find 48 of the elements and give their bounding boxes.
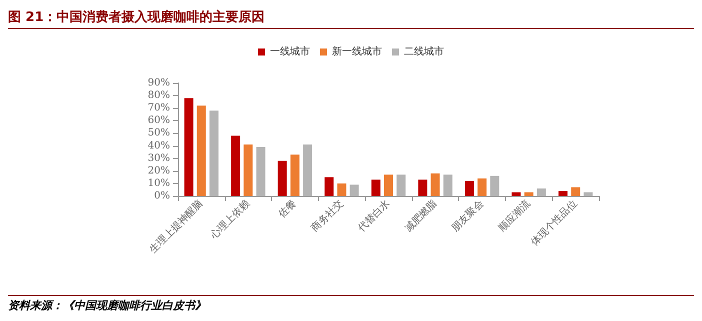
bar [337,183,346,196]
x-tick-label: 顺应潮流 [496,197,533,234]
x-tick-label: 减肥燃脂 [402,197,440,234]
bar [464,180,474,196]
bar [278,160,287,196]
x-tick-label: 代替白水 [354,197,392,235]
y-tick-label: 90% [148,78,170,88]
bar [418,180,428,196]
bar [443,174,452,196]
bar [350,184,359,196]
bar [324,177,334,196]
chart-title: 图 21：中国消费者摄入现磨咖啡的主要原因 [8,8,265,26]
bar [371,180,380,196]
bar [536,188,546,196]
y-tick-label: 70% [148,102,170,114]
x-tick-label: 心理上依赖 [208,197,252,242]
y-tick-label: 30% [148,152,170,164]
bar [256,147,266,196]
bar [584,192,593,196]
x-tick-label: 商务社交 [308,197,346,234]
bar [303,144,312,196]
bar [290,154,300,196]
x-tick-label: 朋友聚会 [449,197,486,234]
bar [524,192,534,196]
bar [512,192,521,196]
bar [571,187,580,196]
bar [244,144,253,196]
y-tick-label: 40% [148,140,170,152]
legend-label: 新一线城市 [332,46,382,58]
bar [558,190,568,196]
bar [396,174,406,196]
bar [430,173,440,196]
bar [490,176,500,196]
bar [209,110,218,196]
y-tick-label: 20% [148,165,170,176]
legend-label: 二线城市 [404,46,444,58]
bar [231,136,240,196]
y-tick-label: 50% [148,128,170,139]
text: 资料来源：《中国现磨咖啡行业白皮书》 [8,298,206,313]
legend-label: 一线城市 [270,46,310,58]
y-tick-label: 80% [148,90,170,102]
y-tick-label: 60% [148,115,170,126]
y-tick-label: 10% [148,178,170,189]
bar [184,98,194,196]
bar [196,106,206,196]
x-tick-label: 佐餐 [276,197,299,220]
bar [384,174,393,196]
bar [478,178,487,196]
